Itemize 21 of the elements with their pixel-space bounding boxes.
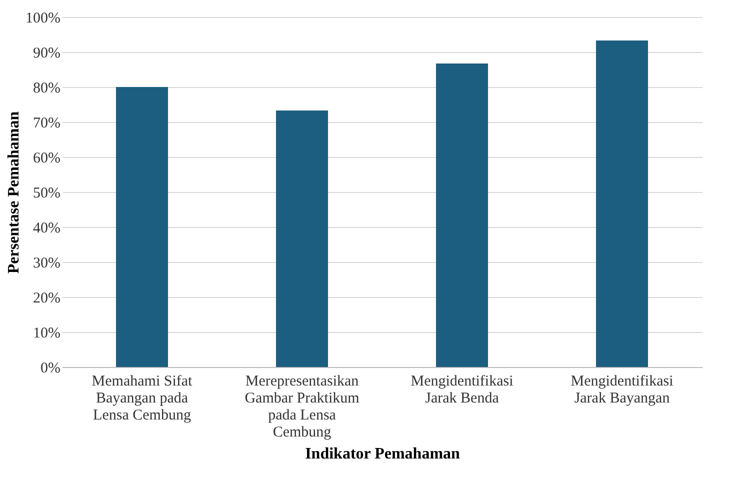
y-tick-label: 70% xyxy=(33,116,60,132)
bar xyxy=(116,87,168,367)
y-tick-label: 30% xyxy=(33,256,60,272)
bar xyxy=(276,110,328,367)
y-tick-label: 20% xyxy=(33,290,60,306)
y-tick-label: 10% xyxy=(33,326,60,342)
y-tick-label: 0% xyxy=(40,360,60,376)
y-axis-title: Persentase Pemahaman xyxy=(6,111,23,274)
x-tick-label: Memahami Sifat Bayangan pada Lensa Cembung xyxy=(92,374,194,424)
y-tick-label: 40% xyxy=(33,220,60,236)
y-tick-label: 60% xyxy=(33,150,60,166)
x-tick-label: Mengidentifikasi Jarak Benda xyxy=(410,374,514,406)
x-tick-label: Mengidentifikasi Jarak Bayangan xyxy=(570,374,674,406)
y-tick-label: 80% xyxy=(33,80,60,96)
y-tick-label: 50% xyxy=(33,186,60,202)
y-tick-label: 100% xyxy=(26,10,60,26)
x-tick-label: Merepresentasikan Gambar Praktikum pada Lensa Cembung xyxy=(244,374,360,440)
bar xyxy=(596,40,648,367)
y-tick-label: 90% xyxy=(33,46,60,62)
x-axis-title: Indikator Pemahaman xyxy=(305,446,460,462)
bar xyxy=(436,64,488,367)
